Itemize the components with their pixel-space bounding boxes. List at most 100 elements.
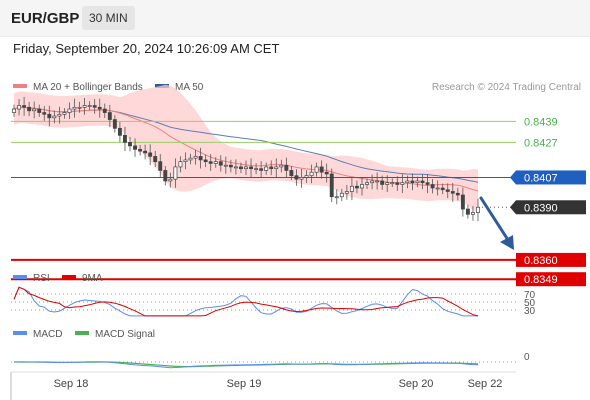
candle-body xyxy=(213,161,218,164)
x-tick-sep20: Sep 20 xyxy=(399,378,434,390)
level-tag-support xyxy=(516,272,586,287)
candle-body xyxy=(360,184,364,189)
candle-body xyxy=(471,212,475,215)
candle-body xyxy=(72,106,77,110)
candle-body xyxy=(380,180,385,185)
candle-body xyxy=(188,157,193,161)
nine-ma-line xyxy=(13,286,479,317)
candle-body xyxy=(67,108,72,113)
candle-body xyxy=(476,206,480,213)
candle-body xyxy=(349,185,354,192)
candle-body xyxy=(284,164,289,171)
x-tick-sep18: Sep 18 xyxy=(54,378,89,390)
candlesticks xyxy=(12,96,480,222)
candle-body xyxy=(440,187,445,191)
price-levels: 0.8439 0.8427 0.8407 0.8390 0.8360 0.8349 xyxy=(11,116,586,287)
candle-body xyxy=(259,168,264,171)
x-tick-sep22: Sep 22 xyxy=(468,378,503,390)
candle-body xyxy=(228,164,233,168)
level-tag-last xyxy=(516,200,586,215)
bollinger-band xyxy=(14,84,478,213)
candle-body xyxy=(97,106,102,110)
candle-body xyxy=(339,192,344,198)
candle-body xyxy=(455,192,460,196)
macd-signal-legend-swatch xyxy=(75,331,89,335)
candle-body xyxy=(153,156,158,163)
candle-body xyxy=(279,164,284,168)
candle-body xyxy=(173,166,178,180)
candle-body xyxy=(163,170,168,182)
candle-body xyxy=(420,180,425,184)
candle-body xyxy=(17,105,21,110)
candle-body xyxy=(47,113,52,119)
chart-header: EUR/GBP 30 MIN xyxy=(0,0,590,37)
level-tag-pointer-pivot xyxy=(510,170,516,185)
research-credit: Research © 2024 Trading Central xyxy=(432,82,581,93)
candle-body xyxy=(158,161,163,171)
candle-body xyxy=(294,175,299,180)
candle-body xyxy=(410,180,415,184)
macd-legend-swatch xyxy=(13,331,27,335)
candle-body xyxy=(42,112,47,115)
candle-body xyxy=(395,182,400,185)
candle-body xyxy=(57,113,62,117)
level-label-resistance: 0.8427 xyxy=(524,137,558,149)
candle-body xyxy=(239,166,243,170)
candle-body xyxy=(400,182,405,185)
candle-body xyxy=(133,145,137,150)
candle-body xyxy=(112,119,117,129)
candle-body xyxy=(92,105,97,108)
candle-body xyxy=(274,166,279,170)
candle-body xyxy=(430,184,435,189)
candle-body xyxy=(329,173,334,198)
x-tick-sep19: Sep 19 xyxy=(227,378,262,390)
candle-body xyxy=(375,180,380,183)
forecast-arrow xyxy=(479,196,514,250)
main-legend: MA 20 + Bollinger Bands MA 50 Research ©… xyxy=(13,82,581,93)
candle-body xyxy=(299,177,304,180)
candle-body xyxy=(249,166,253,170)
candle-body xyxy=(435,187,440,190)
candle-body xyxy=(314,166,319,173)
candle-body xyxy=(304,175,309,178)
candle-body xyxy=(107,112,112,120)
candle-body xyxy=(117,127,122,136)
candle-body xyxy=(450,191,455,194)
candle-body xyxy=(198,156,203,161)
candle-body xyxy=(87,105,92,107)
candle-body xyxy=(82,105,87,108)
candle-body xyxy=(203,159,208,163)
candle-body xyxy=(324,171,329,175)
level-label-pivot: 0.8407 xyxy=(524,172,558,184)
candle-body xyxy=(208,161,213,164)
candle-body xyxy=(218,161,223,166)
nine-ma-legend-swatch xyxy=(62,275,76,279)
candle-body xyxy=(465,208,470,215)
macd-line xyxy=(13,361,479,369)
candle-body xyxy=(193,156,198,159)
candle-body xyxy=(319,166,324,173)
level-label-last: 0.8390 xyxy=(524,202,558,214)
timeframe-badge[interactable]: 30 MIN xyxy=(82,6,135,30)
rsi-tick-30: 30 xyxy=(524,306,536,317)
level-tag-support xyxy=(516,252,586,267)
legend-swatch-ma20 xyxy=(13,84,27,88)
candle-body xyxy=(385,182,390,185)
candle-body xyxy=(123,135,127,143)
candle-body xyxy=(148,152,153,157)
level-tag-pointer-last xyxy=(510,200,516,215)
rsi-tick-50: 50 xyxy=(524,298,536,309)
candle-body xyxy=(32,108,37,112)
candle-body xyxy=(102,108,107,113)
candle-body xyxy=(27,106,32,112)
candle-body xyxy=(334,196,339,199)
rsi-line xyxy=(13,286,478,317)
candle-body xyxy=(77,106,82,109)
legend-label-ma20: MA 20 + Bollinger Bands xyxy=(33,82,143,93)
candle-body xyxy=(415,180,420,184)
level-label-support: 0.8349 xyxy=(524,274,558,286)
candle-body xyxy=(264,166,269,171)
macd-legend-label: MACD xyxy=(33,329,62,340)
candle-body xyxy=(143,150,148,154)
